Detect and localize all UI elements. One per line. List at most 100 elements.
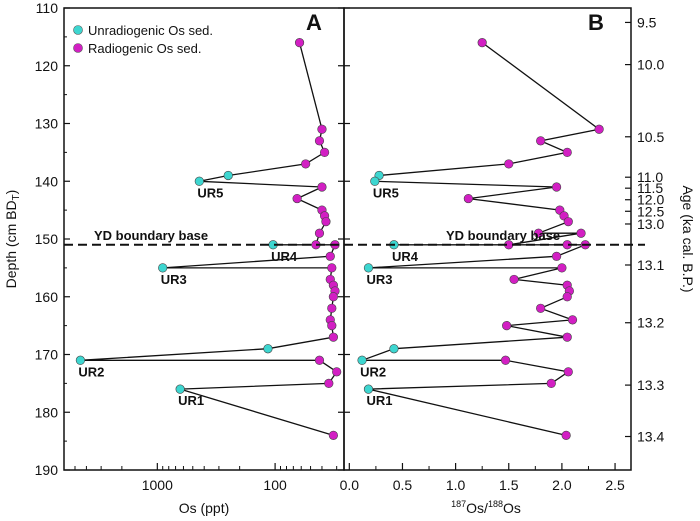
radiogenic-point [477, 38, 487, 48]
sample-label: UR1 [178, 393, 204, 408]
y-axis-title-sub: T [11, 194, 22, 200]
y-tick-label: 170 [35, 347, 59, 363]
unradiogenic-point [389, 344, 399, 354]
radiogenic-point [292, 193, 302, 204]
unradiogenic-point [263, 344, 273, 354]
x-axis-title-b-os1: Os/ [466, 500, 488, 516]
age-tick-label: 13.4 [637, 429, 664, 445]
sample-label: UR2 [360, 364, 386, 379]
radiogenic-point [546, 378, 556, 388]
radiogenic-point [562, 292, 572, 302]
age-tick-label: 9.5 [637, 14, 657, 30]
radiogenic-point [562, 332, 572, 342]
boundary-label-a: YD boundary base [94, 228, 208, 243]
sample-label: UR4 [392, 249, 419, 264]
x-axis-title-b-sup1: 187 [451, 499, 466, 509]
unradiogenic-point [357, 355, 367, 365]
radiogenic-point [317, 182, 327, 192]
age-tick-label: 10.5 [637, 129, 664, 145]
y-tick-label: 120 [35, 58, 59, 74]
sample-label: UR5 [197, 185, 223, 200]
radiogenic-point [321, 217, 331, 227]
radiogenic-point [324, 378, 334, 388]
radiogenic-point [533, 228, 544, 238]
sample-label: UR2 [78, 364, 104, 379]
sample-label: UR3 [161, 272, 187, 287]
x-axis-title-b-sup2: 188 [488, 499, 503, 509]
x-tick-label: 2.5 [605, 477, 625, 493]
panel-b-letter: B [588, 10, 604, 35]
unradiogenic-point [363, 263, 374, 273]
age-tick-label: 13.0 [637, 216, 664, 232]
radiogenic-point [551, 251, 562, 261]
radiogenic-point [328, 332, 338, 342]
radiogenic-point [594, 124, 604, 134]
panel-a-letter: A [306, 10, 322, 35]
radiogenic-point [463, 193, 473, 204]
unradiogenic-point [175, 384, 185, 394]
unradiogenic-point [158, 263, 168, 273]
age-tick-label: 13.1 [637, 257, 664, 273]
radiogenic-point [536, 303, 546, 313]
radiogenic-point [509, 274, 519, 285]
age-tick-label: 11.0 [637, 169, 663, 185]
age-tick-label: 13.2 [637, 315, 664, 331]
radiogenic-point [301, 159, 311, 169]
y-tick-label: 140 [35, 173, 59, 189]
x-axis-title-b-os2: Os [503, 500, 521, 516]
y-axis-title: Depth (cm BDT) [3, 190, 22, 289]
radiogenic-point [327, 263, 337, 273]
x-axis-title-b: 187Os/188Os [451, 499, 521, 516]
age-tick-label: 11.5 [637, 180, 663, 196]
boundary-label-b: YD boundary base [446, 228, 560, 243]
radiogenic-point [567, 315, 578, 325]
unradiogenic-point [370, 176, 380, 186]
radiogenic-point [557, 263, 567, 273]
radiogenic-point [562, 147, 572, 157]
radiogenic-point [327, 303, 337, 313]
radiogenic-point [576, 228, 586, 238]
sample-label: UR3 [366, 272, 392, 287]
sample-label: UR4 [271, 249, 298, 264]
radiogenic-point [561, 430, 571, 440]
radiogenic-point [332, 367, 342, 377]
age-axis-title: Age (ka cal. B.P.) [680, 185, 696, 292]
y-tick-label: 190 [35, 462, 59, 478]
legend-unradiogenic-marker [73, 25, 83, 35]
y-tick-label: 180 [35, 404, 59, 420]
unradiogenic-point [75, 355, 85, 365]
radiogenic-point [327, 321, 337, 331]
y-tick-label: 150 [35, 231, 59, 247]
radiogenic-point [294, 38, 305, 48]
radiogenic-point [328, 430, 338, 440]
radiogenic-point [536, 136, 546, 146]
x-tick-label: 0.5 [393, 477, 413, 493]
legend-radiogenic-label: Radiogenic Os sed. [88, 41, 201, 56]
radiogenic-point [314, 355, 325, 365]
x-tick-label: 2.0 [552, 477, 572, 493]
y-tick-label: 110 [36, 0, 59, 16]
radiogenic-point [500, 355, 511, 365]
radiogenic-point [502, 321, 512, 331]
age-tick-label: 12.5 [637, 203, 664, 219]
radiogenic-point [563, 217, 573, 227]
y-axis-title-close: ) [3, 190, 19, 195]
x-tick-label: 1000 [142, 477, 173, 493]
y-tick-label: 130 [35, 116, 59, 132]
x-tick-label: 100 [263, 477, 287, 493]
sample-label: UR5 [373, 185, 399, 200]
unradiogenic-point [223, 170, 233, 181]
x-tick-label: 1.0 [446, 477, 466, 493]
legend: Unradiogenic Os sed. Radiogenic Os sed. [73, 23, 213, 56]
x-axis-title-a: Os (ppt) [179, 500, 230, 516]
radiogenic-point [319, 147, 330, 157]
x-tick-label: 0.0 [340, 477, 360, 493]
age-tick-label: 13.3 [637, 377, 664, 393]
unradiogenic-point [363, 384, 374, 394]
y-axis-title-main: Depth (cm BD [3, 200, 19, 288]
y-tick-label: 160 [35, 289, 59, 305]
legend-unradiogenic-label: Unradiogenic Os sed. [88, 23, 213, 38]
radiogenic-point [314, 228, 325, 238]
radiogenic-point [563, 367, 573, 377]
age-tick-label: 12.0 [637, 192, 664, 208]
